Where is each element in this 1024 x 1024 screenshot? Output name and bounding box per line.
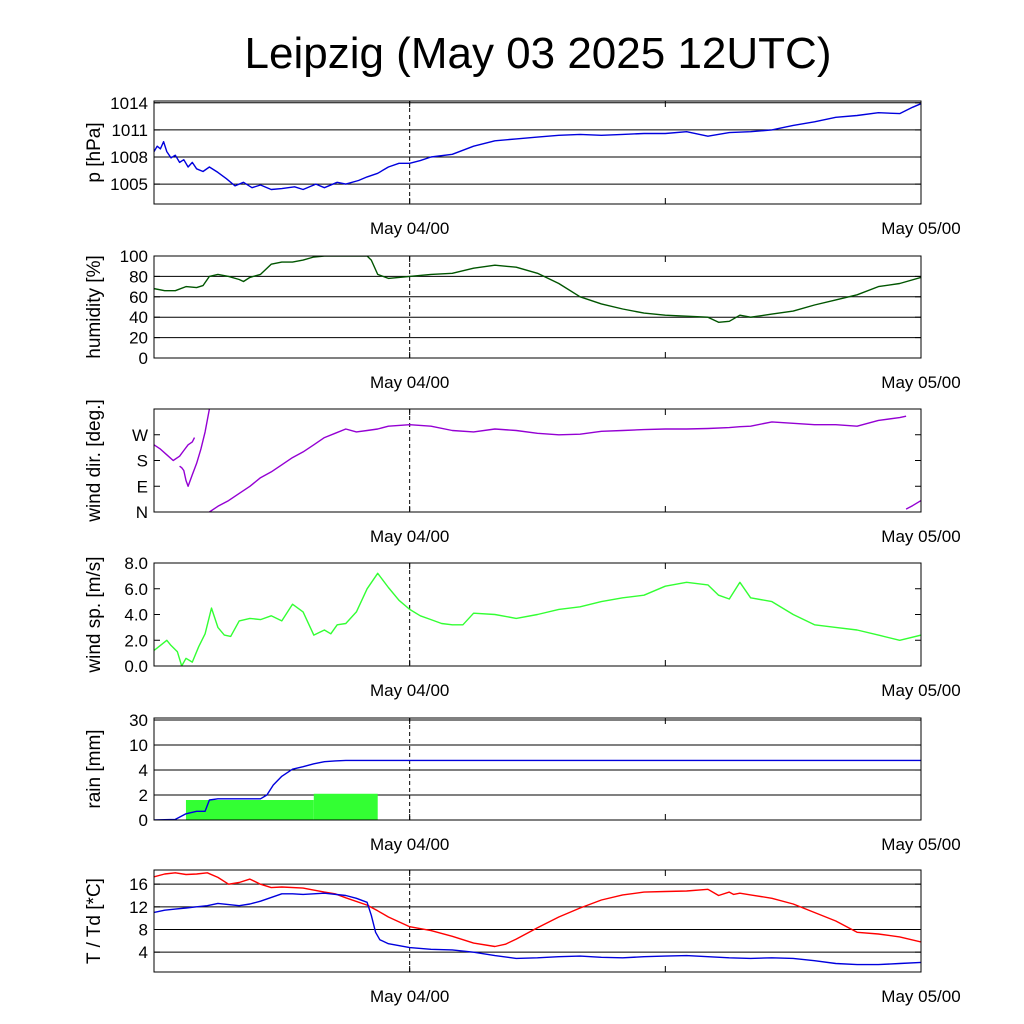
series-line-wind_dir: [209, 415, 907, 512]
y-tick-label: 4: [139, 943, 148, 962]
y-tick-label: 1011: [111, 121, 148, 140]
series-line-temperature: [154, 872, 921, 948]
y-tick-label: S: [137, 452, 148, 471]
y-tick-label: 8.0: [124, 554, 148, 573]
y-axis-label: T / Td [*C]: [84, 878, 105, 964]
y-tick-label: 2: [139, 786, 148, 805]
panel-frame: [153, 717, 922, 821]
y-tick-label: 60: [129, 288, 148, 307]
series-line-dewpoint: [154, 892, 921, 966]
panel-6: 4 8 12 16 T / Td [*C] May 04/00 May 05/00: [84, 869, 961, 1006]
y-axis-label: p [hPa]: [84, 122, 105, 182]
y-tick-label: 0: [139, 811, 148, 830]
y-tick-label: 20: [129, 329, 148, 348]
y-tick-label: 0.0: [124, 657, 148, 676]
y-tick-label: W: [132, 426, 148, 445]
y-axis-label: rain [mm]: [84, 729, 105, 808]
x-tick-label: May 04/00: [370, 681, 449, 700]
panel-4: 0.0 2.0 4.0 6.0 8.0 wind sp. [m/s] May 04/00 Ma…: [84, 554, 961, 700]
y-tick-label: 1008: [110, 148, 148, 167]
panel-5: 0 2 4 10 30 rain [mm] May 04/00 May 05/00: [84, 711, 961, 854]
y-tick-label: 10: [129, 736, 148, 755]
series-line-wind_dir: [179, 409, 211, 487]
y-tick-label: 1005: [110, 175, 148, 194]
y-tick-label: 100: [120, 247, 148, 266]
y-tick-label: 1014: [110, 94, 148, 113]
y-tick-label: E: [137, 477, 148, 496]
x-tick-label: May 04/00: [370, 987, 449, 1006]
y-tick-label: 4: [139, 761, 148, 780]
x-tick-label: May 04/00: [370, 527, 449, 546]
x-tick-label: May 05/00: [881, 373, 960, 392]
y-axis-label: humidity [%]: [84, 255, 105, 358]
y-tick-label: 30: [129, 711, 148, 730]
x-tick-label: May 05/00: [881, 219, 960, 238]
y-tick-label: 16: [129, 875, 148, 894]
y-tick-label: 6.0: [124, 580, 148, 599]
x-tick-label: May 05/00: [881, 681, 960, 700]
y-tick-label: 12: [129, 898, 148, 917]
y-tick-label: 40: [129, 308, 148, 327]
rain-bar: [313, 793, 378, 820]
rain-bar: [185, 800, 314, 820]
x-tick-label: May 04/00: [370, 219, 449, 238]
series-line-pressure: [154, 103, 921, 191]
y-axis-label: wind sp. [m/s]: [84, 556, 105, 673]
series-line-humidity: [154, 256, 921, 323]
y-tick-label: 8: [139, 921, 148, 940]
series-line-wind_dir: [154, 437, 196, 462]
panel-frame: [153, 255, 922, 359]
y-tick-label: 0: [139, 349, 148, 368]
y-tick-label: 2.0: [124, 631, 148, 650]
series-line-rain_line: [154, 759, 921, 820]
panel-frame: [153, 100, 922, 205]
series-line-wind_dir: [905, 499, 921, 510]
x-tick-label: May 04/00: [370, 373, 449, 392]
chart-title: Leipzig (May 03 2025 12UTC): [245, 29, 832, 78]
series-line-wind_speed: [154, 572, 921, 666]
y-tick-label: 4.0: [124, 606, 148, 625]
x-tick-label: May 05/00: [881, 527, 960, 546]
x-tick-label: May 04/00: [370, 835, 449, 854]
y-tick-label: 80: [129, 267, 148, 286]
panel-frame: [153, 869, 922, 973]
x-tick-label: May 05/00: [881, 987, 960, 1006]
panel-1: 1005 1008 1011 1014 p [hPa] May 04/00 May 05/0…: [84, 94, 961, 238]
y-tick-label: N: [136, 503, 148, 522]
y-axis-label: wind dir. [deg.]: [84, 399, 105, 523]
x-tick-label: May 05/00: [881, 835, 960, 854]
